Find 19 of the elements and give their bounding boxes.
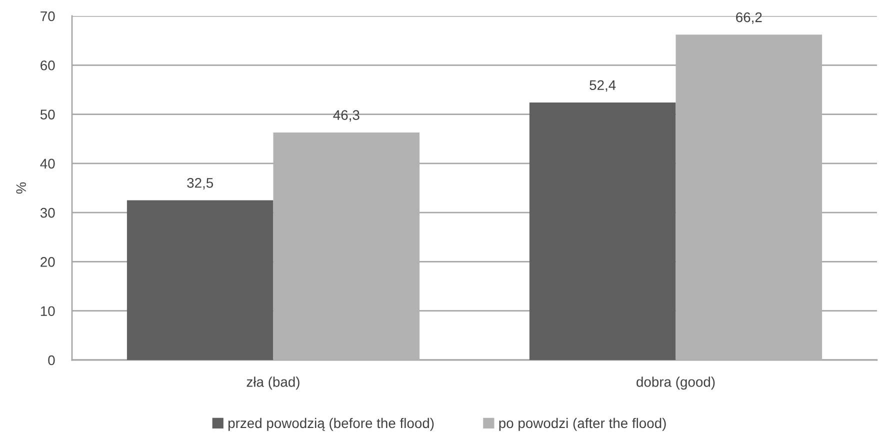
bar <box>529 102 676 360</box>
data-label: 66,2 <box>736 12 762 24</box>
y-axis-title: % <box>16 182 26 194</box>
legend-label: po powodzi (after the flood) <box>499 418 666 431</box>
y-tick-label: 20 <box>40 257 55 267</box>
legend-label: przed powodzią (before the flood) <box>228 418 434 431</box>
y-tick-label: 50 <box>40 110 55 120</box>
y-tick-label: 70 <box>40 11 55 22</box>
bar <box>126 200 274 360</box>
y-tick-label: 40 <box>40 158 55 169</box>
data-label: 52,4 <box>590 80 616 92</box>
y-tick-label: 10 <box>40 306 55 316</box>
y-tick-label: 60 <box>40 60 55 70</box>
x-tick-label: zła (bad) <box>246 376 300 390</box>
y-tick-label: 0 <box>48 355 55 366</box>
x-tick-label: dobra (good) <box>636 376 715 390</box>
data-label: 32,5 <box>187 178 214 190</box>
y-tick-label: 30 <box>40 208 55 218</box>
data-label: 46,3 <box>333 110 360 122</box>
